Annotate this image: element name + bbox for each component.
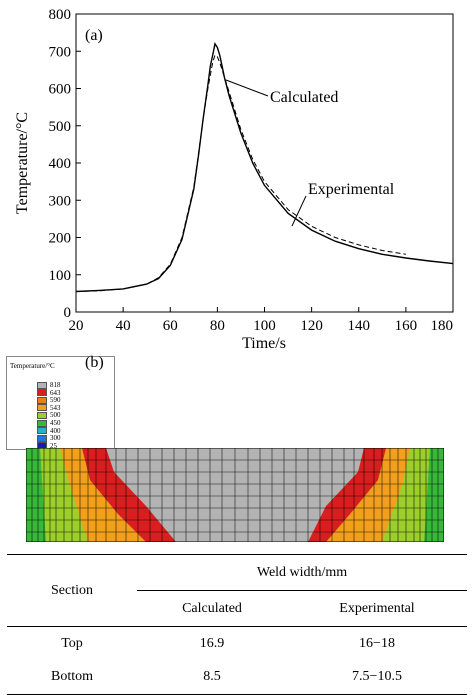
plot-frame [75,13,454,313]
annotation-leader-calculated [225,79,269,97]
y-tick-label: 400 [49,156,72,172]
x-axis-label: Time/s [242,335,286,352]
legend-value: 818 [50,381,61,389]
experimental-line [75,54,406,292]
annotation-leader-experimental [291,195,307,227]
legend-swatch [37,411,47,419]
legend-item: 300 [37,434,61,442]
legend-item: 643 [37,389,61,397]
y-tick-label: 200 [49,231,72,247]
legend-value: 590 [50,396,61,405]
legend-value: 450 [50,419,61,427]
row-calculated: 16.9 [137,626,287,661]
y-tick-label: 300 [49,193,72,209]
y-tick-label: 600 [49,82,72,98]
row-section: Bottom [7,660,137,695]
legend-value: 543 [50,403,61,412]
annotation-experimental: Experimental [308,181,395,198]
legend-swatch [37,419,47,427]
x-tick-label: 40 [116,318,131,334]
x-tick-label: 160 [395,318,418,334]
table-row: Top 16.9 16−18 [7,626,467,661]
legend-item: 450 [37,419,61,427]
temperature-legend: Temperature/°C 818 643 590 543 500 450 400 300 2… [6,356,115,450]
calculated-line [75,41,454,293]
y-tick-label: 500 [49,119,72,135]
legend-value: 500 [50,411,61,420]
y-tick-label: 700 [49,44,72,60]
legend-item: 818 [37,381,61,389]
legend-item: 590 [37,396,61,404]
legend-swatch [37,427,47,435]
row-calculated: 8.5 [137,660,287,695]
legend-item: 500 [37,411,61,419]
legend-swatch [37,434,47,442]
weld-width-table: Section Weld width/mm Calculated Experim… [7,554,467,695]
legend-swatch [37,404,47,412]
legend-title: Temperature/°C [10,362,55,370]
y-tick-label: 100 [49,268,72,284]
legend-value: 25 [50,441,57,450]
legend-swatch [37,389,47,397]
y-axis-label: Temperature/°C [14,112,31,214]
legend-value: 643 [50,388,61,397]
header-weld-width: Weld width/mm [137,554,467,591]
row-experimental: 16−18 [287,626,467,661]
header-calculated: Calculated [182,600,242,616]
x-tick-label: 60 [163,318,178,334]
legend-swatch [37,381,47,389]
header-experimental: Experimental [339,600,415,616]
x-tick-label: 180 [431,318,454,334]
y-tick-label: 800 [49,7,72,23]
x-tick-label: 80 [210,318,225,334]
table-header-row: Section Weld width/mm [7,554,467,627]
header-section: Section [7,554,137,627]
legend-item: 543 [37,404,61,412]
legend-item: 400 [37,427,61,435]
x-tick-label: 140 [348,318,371,334]
panel-label-b: (b) [85,354,104,371]
weld-temperature-contour [26,448,444,542]
y-tick-label: 0 [64,305,72,321]
legend-swatch [37,396,47,404]
x-tick-label: 100 [253,318,276,334]
annotation-calculated: Calculated [270,89,338,106]
x-tick-label: 20 [69,318,84,334]
legend-value: 300 [50,434,61,443]
panel-label-a: (a) [85,27,103,44]
temperature-chart: 0 100 200 300 400 500 600 700 800 20 40 60 80 100 120… [14,7,454,352]
table-subheader-row: Calculated Experimental [7,591,467,627]
row-section: Top [7,626,137,661]
table-row: Bottom 8.5 7.5−10.5 [7,660,467,695]
legend-value: 400 [50,426,61,435]
row-experimental: 7.5−10.5 [287,660,467,695]
x-tick-label: 120 [300,318,323,334]
